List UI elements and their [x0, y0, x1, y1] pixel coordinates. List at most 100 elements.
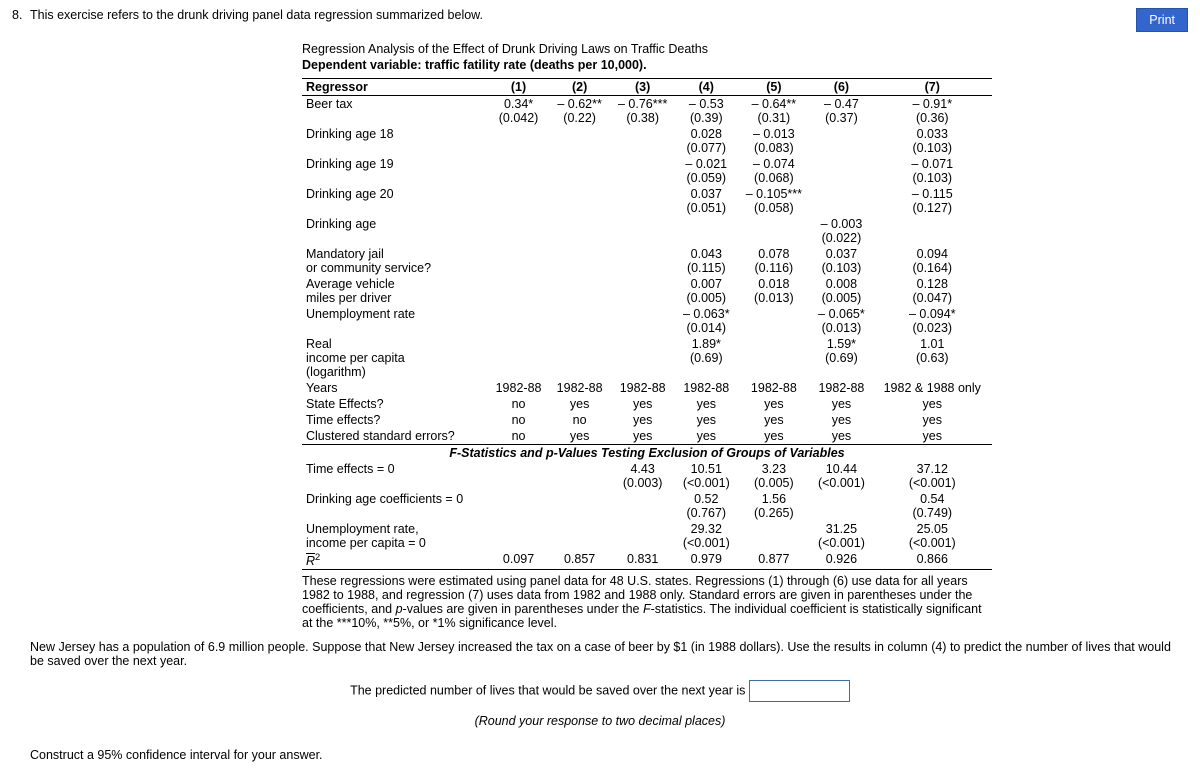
table-cell — [549, 461, 610, 491]
table-cell: yes — [737, 412, 810, 428]
table-cell: – 0.53(0.39) — [675, 96, 737, 127]
table-cell: 1982-88 — [610, 380, 675, 396]
table-cell — [610, 246, 675, 276]
table-cell: 1.56(0.265) — [737, 491, 810, 521]
table-cell: 0.037(0.103) — [810, 246, 872, 276]
table-cell: 25.05(<0.001) — [873, 521, 992, 551]
row-label: Unemployment rate,income per capita = 0 — [302, 521, 488, 551]
row-label: Realincome per capita (logarithm) — [302, 336, 488, 380]
fstat-header: F-Statistics and p-Values Testing Exclus… — [302, 445, 992, 462]
table-cell: 0.043(0.115) — [675, 246, 737, 276]
table-cell: – 0.64**(0.31) — [737, 96, 810, 127]
table-cell: 0.34*(0.042) — [488, 96, 549, 127]
table-cell — [549, 126, 610, 156]
table-cell: 1.59*(0.69) — [810, 336, 872, 380]
table-cell: yes — [737, 428, 810, 445]
table-title: Regression Analysis of the Effect of Dru… — [302, 42, 992, 56]
table-cell: 0.078(0.116) — [737, 246, 810, 276]
row-label: Time effects? — [302, 412, 488, 428]
col-header: (2) — [549, 79, 610, 96]
row-label: Drinking age 19 — [302, 156, 488, 186]
table-cell — [549, 276, 610, 306]
table-cell — [488, 336, 549, 380]
table-cell — [610, 186, 675, 216]
table-cell: – 0.065*(0.013) — [810, 306, 872, 336]
row-label: Mandatory jailor community service? — [302, 246, 488, 276]
print-button[interactable]: Print — [1136, 8, 1188, 32]
table-cell: yes — [549, 428, 610, 445]
col-header: (3) — [610, 79, 675, 96]
table-cell: 0.979 — [675, 551, 737, 570]
row-label: State Effects? — [302, 396, 488, 412]
table-cell: yes — [675, 412, 737, 428]
col-header: (5) — [737, 79, 810, 96]
table-cell: – 0.074(0.068) — [737, 156, 810, 186]
table-cell: 0.037(0.051) — [675, 186, 737, 216]
table-cell: 1982-88 — [737, 380, 810, 396]
round-note: (Round your response to two decimal plac… — [12, 714, 1188, 728]
table-cell — [737, 521, 810, 551]
table-cell: yes — [675, 428, 737, 445]
col-header: (4) — [675, 79, 737, 96]
table-cell: yes — [675, 396, 737, 412]
ci-prompt: Construct a 95% confidence interval for … — [30, 748, 1188, 762]
table-cell: 0.018(0.013) — [737, 276, 810, 306]
table-cell — [488, 126, 549, 156]
table-cell — [675, 216, 737, 246]
table-cell: 0.008(0.005) — [810, 276, 872, 306]
table-cell — [549, 186, 610, 216]
table-cell — [873, 216, 992, 246]
table-cell — [610, 216, 675, 246]
row-label: Drinking age coefficients = 0 — [302, 491, 488, 521]
table-cell: no — [488, 428, 549, 445]
table-cell — [549, 491, 610, 521]
table-cell — [737, 306, 810, 336]
table-cell: yes — [810, 396, 872, 412]
table-cell: no — [488, 396, 549, 412]
table-cell: 0.028(0.077) — [675, 126, 737, 156]
question-number: 8. — [12, 8, 30, 22]
table-cell: 0.52(0.767) — [675, 491, 737, 521]
table-cell: yes — [737, 396, 810, 412]
col-header: (1) — [488, 79, 549, 96]
table-cell: 1982-88 — [675, 380, 737, 396]
table-cell: – 0.003(0.022) — [810, 216, 872, 246]
table-cell: yes — [873, 412, 992, 428]
table-cell: yes — [810, 428, 872, 445]
table-cell — [610, 156, 675, 186]
table-cell: 3.23(0.005) — [737, 461, 810, 491]
table-cell: 0.926 — [810, 551, 872, 570]
table-cell — [610, 276, 675, 306]
row-label: Drinking age — [302, 216, 488, 246]
table-cell — [549, 156, 610, 186]
table-cell: 0.128(0.047) — [873, 276, 992, 306]
table-cell: – 0.62**(0.22) — [549, 96, 610, 127]
table-cell — [549, 246, 610, 276]
table-cell — [810, 186, 872, 216]
table-cell — [488, 461, 549, 491]
table-cell: no — [488, 412, 549, 428]
table-cell: no — [549, 412, 610, 428]
table-cell: 0.097 — [488, 551, 549, 570]
col-header: (7) — [873, 79, 992, 96]
row-label: Clustered standard errors? — [302, 428, 488, 445]
table-footnote: These regressions were estimated using p… — [302, 574, 992, 630]
table-cell — [549, 521, 610, 551]
table-cell: 0.094(0.164) — [873, 246, 992, 276]
row-label: Time effects = 0 — [302, 461, 488, 491]
table-cell: 10.51(<0.001) — [675, 461, 737, 491]
table-cell — [737, 216, 810, 246]
table-cell: 29.32(<0.001) — [675, 521, 737, 551]
table-cell: 0.866 — [873, 551, 992, 570]
table-cell: 1982-88 — [488, 380, 549, 396]
col-header: Regressor — [302, 79, 488, 96]
table-cell — [549, 306, 610, 336]
table-cell — [488, 306, 549, 336]
table-cell — [610, 491, 675, 521]
answer-input[interactable] — [749, 680, 850, 702]
table-cell: 1982-88 — [549, 380, 610, 396]
table-cell: yes — [873, 428, 992, 445]
table-cell: – 0.105***(0.058) — [737, 186, 810, 216]
predict-label: The predicted number of lives that would… — [350, 683, 745, 697]
question-body: New Jersey has a population of 6.9 milli… — [30, 640, 1188, 668]
